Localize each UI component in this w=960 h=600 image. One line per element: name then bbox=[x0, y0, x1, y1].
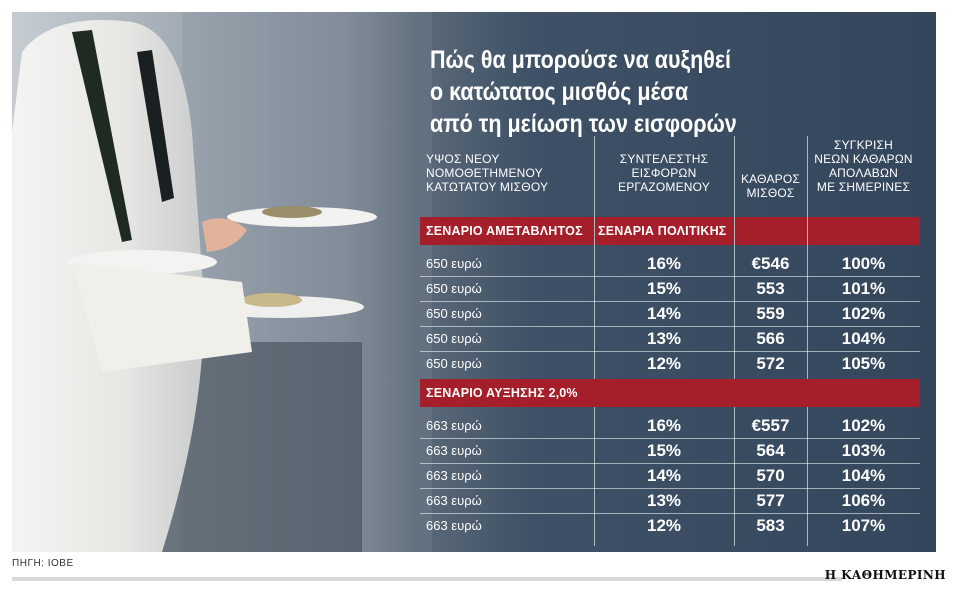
waiter-photo bbox=[12, 12, 432, 552]
column-header: ΣΥΝΤΕΛΕΣΤΗΣ ΕΙΣΦΟΡΩΝ ΕΡΓΑΖΟΜΕΝΟΥ bbox=[594, 152, 734, 194]
column-divider bbox=[807, 136, 808, 546]
column-header: ΚΑΘΑΡΟΣ ΜΙΣΘΟΣ bbox=[734, 172, 807, 200]
data-table: ΥΨΟΣ ΝΕΟΥ ΝΟΜΟΘΕΤΗΜΕΝΟΥ ΚΑΤΩΤΑΤΟΥ ΜΙΣΘΟΥ ΣΥ… bbox=[12, 12, 936, 552]
column-header-line: ΑΠΟΛΑΒΩΝ bbox=[828, 166, 899, 180]
cell-net-wage: 564 bbox=[756, 441, 785, 460]
cell-wage: 650 ευρώ bbox=[426, 281, 482, 296]
cell-net-wage: 566 bbox=[756, 329, 785, 348]
footer-rule bbox=[12, 577, 842, 581]
row-divider bbox=[420, 301, 920, 302]
row-divider bbox=[420, 438, 920, 439]
row-divider bbox=[420, 463, 920, 464]
row-divider bbox=[420, 276, 920, 277]
scenario-label: ΣΕΝΑΡΙΟ ΑΥΞΗΣΗΣ 2,0% bbox=[426, 386, 578, 400]
cell-comparison: 100% bbox=[841, 254, 886, 273]
cell-comparison: 105% bbox=[841, 354, 886, 373]
cell-net-wage: 577 bbox=[756, 491, 785, 510]
column-header: ΣΥΓΚΡΙΣΗ ΝΕΩΝ ΚΑΘΑΡΩΝ ΑΠΟΛΑΒΩΝ ΜΕ ΣΗΜΕΡΙΝΕΣ bbox=[807, 138, 920, 194]
cell-wage: 663 ευρώ bbox=[426, 418, 482, 433]
scenario-label: ΣΕΝΑΡΙΟ ΑΜΕΤΑΒΛΗΤΟΣ bbox=[426, 224, 583, 238]
cell-net-wage: €546 bbox=[751, 254, 790, 273]
scenario-band bbox=[420, 217, 594, 245]
title-line: Πώς θα μπορούσε να αυξηθεί bbox=[430, 46, 732, 74]
row-divider bbox=[420, 513, 920, 514]
cell-comparison: 103% bbox=[841, 441, 886, 460]
cell-wage: 650 ευρώ bbox=[426, 256, 482, 271]
column-header-line: ΣΥΝΤΕΛΕΣΤΗΣ bbox=[619, 152, 709, 166]
title-line: από τη μείωση των εισφορών bbox=[430, 110, 737, 138]
cell-wage: 663 ευρώ bbox=[426, 468, 482, 483]
scenario-band bbox=[420, 379, 920, 407]
publisher-logo: Η ΚΑΘΗΜΕΡΙΝΗ bbox=[824, 568, 946, 582]
row-divider bbox=[420, 351, 920, 352]
column-header-line: ΥΨΟΣ ΝΕΟΥ bbox=[426, 152, 500, 166]
cell-rate: 15% bbox=[646, 279, 682, 298]
column-header-line: ΜΕ ΣΗΜΕΡΙΝΕΣ bbox=[816, 180, 911, 194]
cell-wage: 650 ευρώ bbox=[426, 331, 482, 346]
cell-comparison: 106% bbox=[841, 491, 886, 510]
column-header-line: ΝΕΩΝ ΚΑΘΑΡΩΝ bbox=[814, 152, 913, 166]
scenario-band bbox=[808, 217, 920, 245]
scenario-band bbox=[595, 217, 734, 245]
cell-rate: 13% bbox=[646, 329, 682, 348]
column-header-line: ΕΡΓΑΖΟΜΕΝΟΥ bbox=[617, 180, 710, 194]
column-header-line: ΚΑΘΑΡΟΣ bbox=[740, 172, 801, 186]
cell-rate: 16% bbox=[646, 416, 682, 435]
column-header-line: ΝΟΜΟΘΕΤΗΜΕΝΟΥ bbox=[426, 166, 543, 180]
cell-wage: 663 ευρώ bbox=[426, 518, 482, 533]
cell-rate: 15% bbox=[646, 441, 682, 460]
column-header-line: ΕΙΣΦΟΡΩΝ bbox=[631, 166, 697, 180]
cell-comparison: 104% bbox=[841, 329, 886, 348]
scenario-band bbox=[735, 217, 807, 245]
cell-rate: 13% bbox=[646, 491, 682, 510]
cell-comparison: 104% bbox=[841, 466, 886, 485]
chart-title: Πώς θα μπορούσε να αυξηθεί ο κατώτατος μ… bbox=[430, 44, 851, 140]
column-header-line: ΣΥΓΚΡΙΣΗ bbox=[833, 138, 894, 152]
cell-rate: 12% bbox=[646, 516, 682, 535]
column-divider bbox=[594, 136, 595, 546]
column-header-line: ΚΑΤΩΤΑΤΟΥ ΜΙΣΘΟΥ bbox=[426, 180, 549, 194]
cell-net-wage: 570 bbox=[756, 466, 785, 485]
infographic-panel: Πώς θα μπορούσε να αυξηθεί ο κατώτατος μ… bbox=[12, 12, 936, 552]
row-divider bbox=[420, 326, 920, 327]
cell-wage: 650 ευρώ bbox=[426, 306, 482, 321]
cell-comparison: 101% bbox=[841, 279, 886, 298]
cell-comparison: 102% bbox=[841, 304, 886, 323]
scenario-label: ΣΕΝΑΡΙΑ ΠΟΛΙΤΙΚΗΣ bbox=[598, 224, 727, 238]
cell-comparison: 107% bbox=[841, 516, 886, 535]
cell-net-wage: 559 bbox=[756, 304, 785, 323]
column-header-line: ΜΙΣΘΟΣ bbox=[746, 186, 795, 200]
cell-rate: 12% bbox=[646, 354, 682, 373]
cell-wage: 663 ευρώ bbox=[426, 443, 482, 458]
cell-net-wage: 583 bbox=[756, 516, 785, 535]
cell-rate: 14% bbox=[646, 304, 682, 323]
title-line: ο κατώτατος μισθός μέσα bbox=[430, 78, 689, 106]
cell-rate: 16% bbox=[646, 254, 682, 273]
source-note: ΠΗΓΗ: ΙΟΒΕ bbox=[12, 558, 74, 569]
cell-net-wage: 553 bbox=[756, 279, 785, 298]
column-header: ΥΨΟΣ ΝΕΟΥ ΝΟΜΟΘΕΤΗΜΕΝΟΥ ΚΑΤΩΤΑΤΟΥ ΜΙΣΘΟΥ bbox=[426, 152, 600, 194]
cell-net-wage: 572 bbox=[756, 354, 785, 373]
cell-wage: 663 ευρώ bbox=[426, 493, 482, 508]
column-divider bbox=[734, 136, 735, 546]
row-divider bbox=[420, 488, 920, 489]
cell-wage: 650 ευρώ bbox=[426, 356, 482, 371]
cell-net-wage: €557 bbox=[751, 416, 790, 435]
cell-rate: 14% bbox=[646, 466, 682, 485]
cell-comparison: 102% bbox=[841, 416, 886, 435]
